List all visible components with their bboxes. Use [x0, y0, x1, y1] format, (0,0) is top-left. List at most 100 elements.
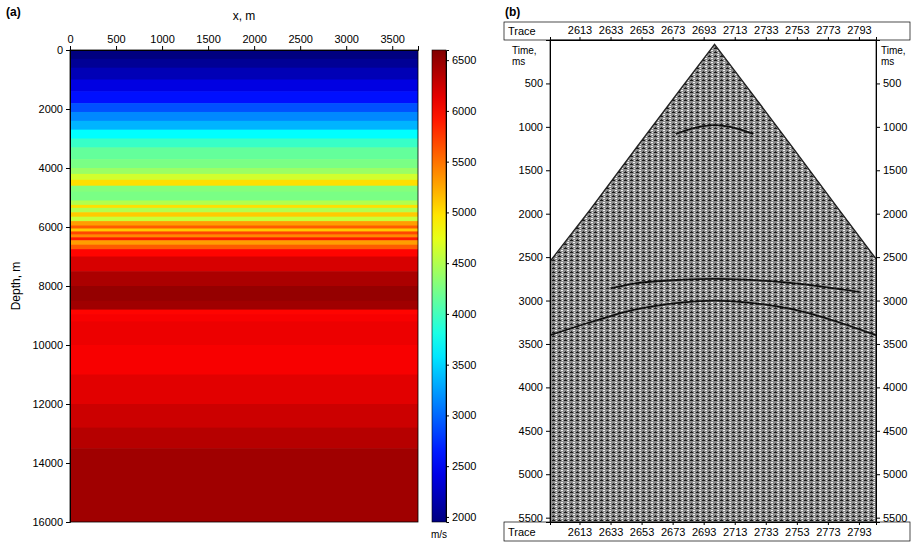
tick-mark — [546, 387, 550, 388]
tick: 2000 — [446, 511, 476, 523]
tick-mark — [446, 415, 449, 416]
tick-mark — [546, 431, 550, 432]
heat-cell — [70, 130, 418, 139]
tick: 5000 — [446, 206, 476, 218]
tick-mark — [66, 345, 70, 346]
tick-mark — [704, 37, 705, 40]
tick-label: 1000 — [519, 121, 543, 133]
tick: 4500 — [519, 425, 550, 437]
tick-mark — [766, 37, 767, 40]
tick: 2633 — [599, 522, 623, 538]
tick-label: 2693 — [692, 526, 716, 538]
tick: 2693 — [692, 24, 716, 40]
tick: 4500 — [446, 257, 476, 269]
y-axis-title: Depth, m — [9, 262, 23, 311]
tick-label: 2500 — [452, 460, 476, 472]
tick-mark — [876, 387, 880, 388]
tick: 3500 — [876, 338, 907, 350]
y-axis-title: Time,ms — [881, 45, 906, 67]
tick-label: 2673 — [661, 526, 685, 538]
tick-mark — [446, 365, 449, 366]
tick-label: 2500 — [288, 33, 312, 45]
tick-mark — [392, 46, 393, 50]
tick-mark — [66, 168, 70, 169]
tick-label: 1000 — [883, 121, 907, 133]
tick-label: 2000 — [452, 511, 476, 523]
tick-mark — [446, 517, 449, 518]
tick-label: 2613 — [568, 526, 592, 538]
tick: 5500 — [519, 512, 550, 524]
tick-label: 2500 — [883, 251, 907, 263]
tick-label: 2633 — [599, 24, 623, 36]
heat-cell — [70, 310, 418, 315]
tick-label: 2793 — [847, 526, 871, 538]
heat-cell — [70, 103, 418, 112]
tick-mark — [876, 301, 880, 302]
tick-mark — [66, 50, 70, 51]
tick: 4000 — [876, 381, 907, 393]
tick-mark — [66, 227, 70, 228]
tick-mark — [446, 212, 449, 213]
tick: 2613 — [568, 24, 592, 40]
tick-label: 1000 — [150, 33, 174, 45]
x-axis-title: Trace — [508, 526, 536, 538]
axis: 2000250030003500400045005000550060006500 — [446, 51, 476, 523]
axis: 5001000150020002500300035004000450050005… — [876, 41, 907, 524]
tick-mark — [876, 474, 880, 475]
tick: 3500 — [380, 33, 404, 50]
tick-label: 2000 — [519, 208, 543, 220]
tick-label: 4000 — [519, 381, 543, 393]
tick-label: 3000 — [883, 295, 907, 307]
tick-label: 500 — [525, 77, 543, 89]
heat-cell — [70, 192, 418, 201]
tick: 2000 — [39, 103, 70, 115]
x-axis-title: Trace — [508, 25, 536, 37]
tick-mark — [876, 83, 880, 84]
tick-mark — [876, 127, 880, 128]
tick-label: 1500 — [196, 33, 220, 45]
tick-label: 3500 — [519, 338, 543, 350]
tick-label: 4500 — [883, 425, 907, 437]
tick-label: 2633 — [599, 526, 623, 538]
tick-label: 4000 — [39, 162, 63, 174]
tick-mark — [797, 522, 798, 525]
tick-label: 1500 — [519, 164, 543, 176]
heat-cell — [70, 59, 418, 68]
axis-line — [71, 46, 419, 51]
tick-mark — [611, 37, 612, 40]
tick-label: 2773 — [816, 526, 840, 538]
tick-mark — [66, 286, 70, 287]
tick: 1500 — [519, 164, 550, 176]
panel-label: (b) — [505, 5, 520, 19]
tick-label: 2500 — [519, 251, 543, 263]
tick: 2753 — [785, 522, 809, 538]
colorbar — [432, 50, 446, 522]
heat-cell — [70, 168, 418, 175]
tick: 12000 — [32, 398, 70, 410]
plot-frame — [550, 40, 876, 522]
tick: 6000 — [39, 221, 70, 233]
tick: 5000 — [876, 468, 907, 480]
heat-cell — [70, 286, 418, 301]
heat-cell — [70, 159, 418, 168]
tick-mark — [579, 37, 580, 40]
tick: 2673 — [661, 522, 685, 538]
tick-mark — [546, 83, 550, 84]
tick: 5500 — [876, 512, 907, 524]
axis: 2613263326532673269327132733275327732793 — [551, 522, 877, 538]
heat-cell — [70, 321, 418, 345]
tick-mark — [546, 301, 550, 302]
heat-cell — [70, 186, 418, 193]
tick-label: 8000 — [39, 280, 63, 292]
tick: 2000 — [876, 208, 907, 220]
tick-label: 10000 — [32, 339, 63, 351]
heat-cell — [70, 249, 418, 257]
tick-label: 0 — [57, 44, 63, 56]
tick-label: 0 — [67, 33, 73, 45]
tick-mark — [546, 214, 550, 215]
heat-cell — [70, 245, 418, 250]
tick: 2713 — [723, 24, 747, 40]
tick-mark — [704, 522, 705, 525]
y-axis-title: Time,ms — [512, 45, 537, 67]
tick-mark — [546, 257, 550, 258]
